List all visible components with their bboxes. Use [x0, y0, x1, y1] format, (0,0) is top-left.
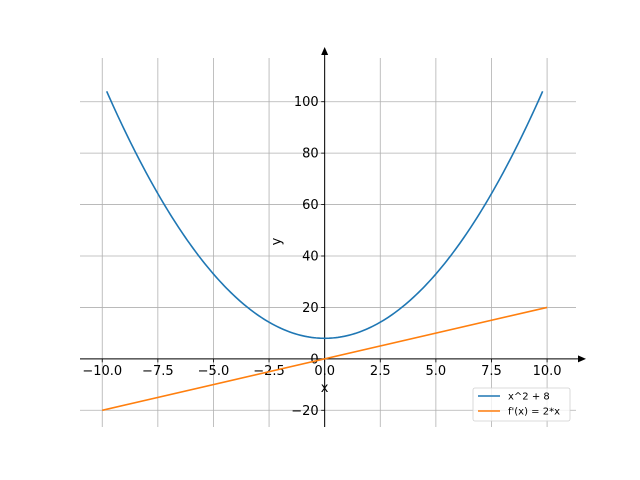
y-tick-label: 100: [294, 95, 319, 110]
y-tick-label: 60: [302, 198, 319, 213]
series-line: [102, 306, 548, 412]
x-tick-label: 7.5: [481, 364, 502, 379]
legend-label: f'(x) = 2*x: [508, 407, 560, 418]
y-ticks: −20 0 20 40 60 80 100: [291, 95, 325, 419]
y-tick-label: 0: [310, 352, 318, 367]
y-tick-label: 40: [302, 250, 319, 265]
series-layer: [102, 91, 548, 412]
x-tick-label: −7.5: [142, 364, 174, 379]
y-tick-label: 20: [302, 301, 319, 316]
series-line: [105, 91, 544, 340]
x-tick-label: 0.0: [314, 364, 335, 379]
x-axis-arrow: [578, 355, 586, 363]
x-tick-label: 5.0: [426, 364, 447, 379]
y-tick-label: 80: [302, 147, 319, 162]
x-axis-label: x: [321, 381, 329, 396]
legend: x^2 + 8 f'(x) = 2*x: [472, 387, 571, 422]
y-tick-label: −20: [291, 404, 318, 419]
axes: [80, 47, 586, 427]
legend-label: x^2 + 8: [508, 392, 550, 403]
x-tick-label: −10.0: [82, 364, 122, 379]
x-tick-label: 2.5: [370, 364, 391, 379]
y-axis-arrow: [321, 47, 329, 55]
y-axis-label: y: [270, 237, 285, 245]
x-tick-label: 10.0: [533, 364, 562, 379]
x-tick-label: −5.0: [198, 364, 230, 379]
x-ticks: −10.0 −7.5 −5.0 −2.5 0.0 2.5 5.0 7.5 10.0: [82, 358, 562, 379]
